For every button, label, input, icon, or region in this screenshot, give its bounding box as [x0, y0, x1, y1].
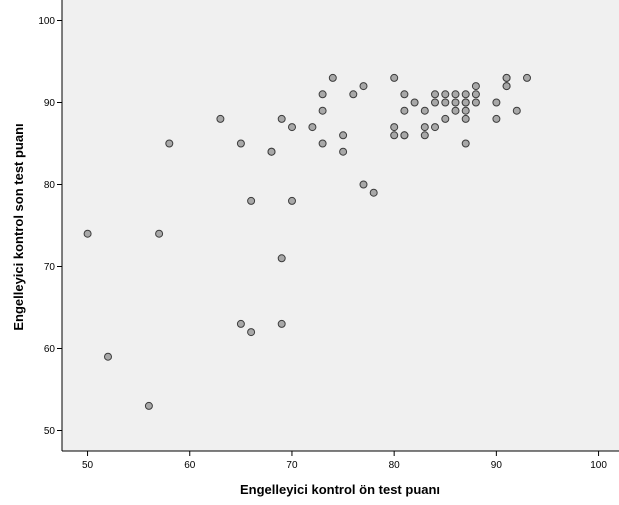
data-point — [288, 196, 296, 205]
data-point — [236, 319, 245, 328]
x-tick-label: 90 — [491, 460, 503, 471]
data-point — [420, 131, 429, 140]
data-point — [236, 139, 245, 148]
data-point — [451, 90, 460, 99]
data-point — [461, 98, 470, 107]
data-point — [390, 73, 399, 82]
x-axis-title: Engelleyici kontrol ön test puanı — [240, 482, 440, 497]
data-point — [308, 123, 317, 132]
data-point — [104, 352, 112, 361]
data-point — [359, 82, 368, 91]
data-point — [461, 106, 470, 115]
data-point — [451, 106, 460, 115]
data-point — [267, 147, 276, 156]
y-tick-label: 80 — [44, 180, 56, 191]
y-axis-title: Engelleyici kontrol son test puanı — [11, 123, 26, 330]
data-point — [318, 90, 327, 99]
data-point — [441, 98, 450, 107]
data-point — [400, 131, 409, 140]
data-point — [400, 90, 409, 99]
data-point — [144, 401, 153, 410]
data-point — [390, 123, 399, 132]
points-layer — [83, 73, 531, 410]
data-point — [471, 98, 480, 107]
data-point — [420, 106, 429, 115]
plot-area — [62, 0, 619, 451]
data-point — [349, 90, 358, 99]
data-point — [461, 139, 470, 148]
x-tick-label: 50 — [82, 460, 94, 471]
data-point — [277, 114, 286, 123]
data-point — [502, 73, 511, 82]
data-point — [431, 90, 439, 99]
y-tick-label: 60 — [44, 344, 56, 355]
data-point — [390, 131, 399, 140]
data-point — [277, 254, 286, 263]
data-point — [502, 82, 511, 91]
ticks-layer: 50 60 70 80 90 100 50 60 70 80 90 100 — [38, 16, 607, 471]
data-point — [318, 139, 327, 148]
data-point — [461, 114, 470, 123]
data-point — [492, 114, 501, 123]
data-point — [461, 90, 470, 99]
data-point — [339, 147, 348, 156]
data-point — [523, 73, 531, 82]
x-tick-label: 70 — [286, 460, 298, 471]
data-point — [420, 123, 429, 132]
data-point — [277, 319, 286, 328]
data-point — [441, 90, 450, 99]
data-point — [431, 98, 439, 107]
data-point — [471, 90, 480, 99]
data-point — [369, 188, 378, 197]
data-point — [512, 106, 521, 115]
data-point — [247, 196, 256, 205]
data-point — [441, 114, 450, 123]
data-point — [410, 98, 419, 107]
data-point — [216, 114, 225, 123]
data-point — [400, 106, 409, 115]
x-tick-label: 100 — [590, 460, 607, 471]
data-point — [339, 131, 348, 140]
data-point — [431, 123, 439, 132]
data-point — [155, 229, 164, 238]
data-point — [359, 180, 368, 189]
data-point — [318, 106, 327, 115]
data-point — [165, 139, 174, 148]
y-tick-label: 50 — [44, 426, 56, 437]
y-tick-label: 70 — [44, 262, 56, 273]
data-point — [288, 123, 296, 132]
data-point — [328, 73, 337, 82]
data-point — [451, 98, 460, 107]
y-tick-label: 90 — [44, 98, 56, 109]
data-point — [247, 328, 256, 337]
y-tick-label: 100 — [38, 16, 55, 27]
data-point — [83, 229, 92, 238]
x-tick-label: 80 — [389, 460, 401, 471]
data-point — [471, 82, 480, 91]
x-tick-label: 60 — [184, 460, 196, 471]
data-point — [492, 98, 501, 107]
